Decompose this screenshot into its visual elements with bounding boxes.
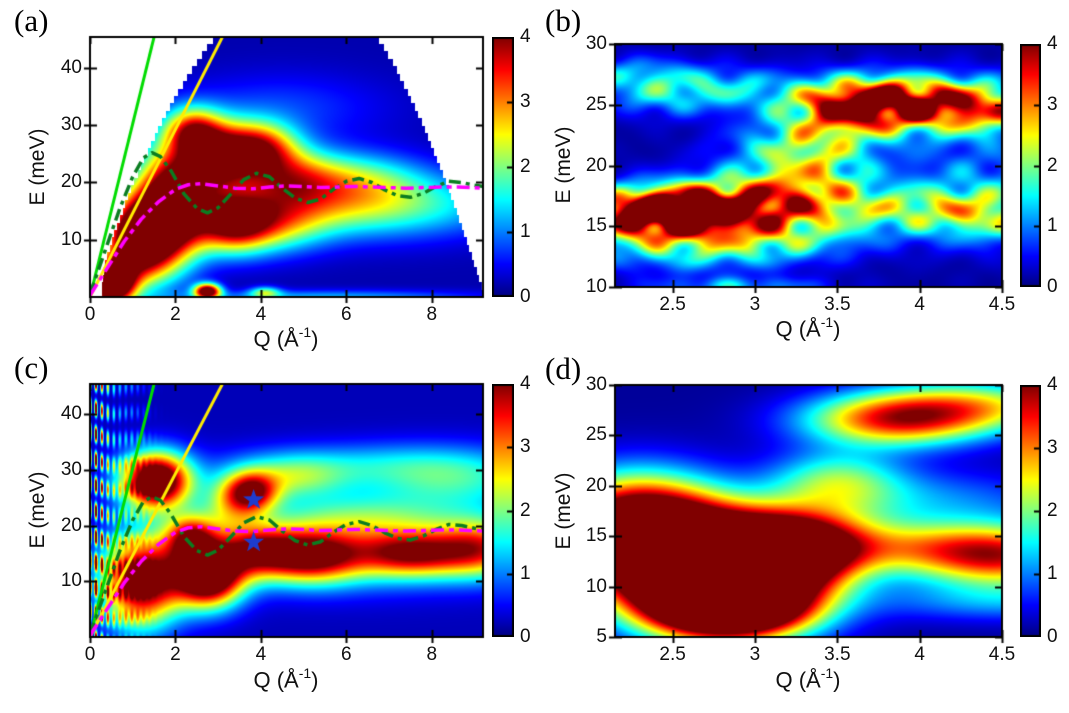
x-axis-label-close: )	[311, 667, 319, 693]
colorbar-tick-label-d: 4	[1047, 374, 1058, 395]
heatmap-panel-d	[599, 369, 1018, 653]
colorbar-tick-label-a: 0	[520, 286, 531, 307]
panel-label-d: (d)	[545, 351, 582, 386]
colorbar-tick-label-b: 1	[1047, 215, 1058, 237]
colorbar-tick-label-a: 2	[520, 156, 531, 177]
colorbar-tick-label-b: 0	[1047, 276, 1058, 297]
x-axis-label-text: Q (Å	[775, 667, 821, 693]
colorbar-tick-label-a: 4	[520, 26, 531, 47]
x-axis-label-sup: -1	[820, 314, 834, 330]
x-axis-label-a: Q (Å-1)	[206, 324, 366, 352]
colorbar-tick-label-d: 2	[1047, 500, 1058, 521]
y-tick-label-b: 15	[585, 215, 607, 237]
x-tick-label-d: 2.5	[659, 644, 686, 665]
colorbar-a	[492, 37, 514, 297]
panel-label-b: (b)	[545, 3, 582, 38]
x-tick-label-a: 0	[84, 304, 96, 325]
colorbar-d	[1020, 385, 1041, 637]
y-tick-label-b: 20	[585, 154, 607, 176]
x-tick-label-d: 4.5	[988, 644, 1016, 665]
y-tick-label-a: 40	[60, 56, 82, 78]
x-tick-label-c: 4	[255, 644, 267, 665]
colorbar-tick-label-c: 3	[520, 436, 531, 458]
x-axis-label-close: )	[833, 667, 841, 693]
x-tick-label-b: 3.5	[824, 294, 851, 315]
overlay-canvas-b	[599, 28, 1018, 303]
colorbar-tick-label-c: 1	[520, 562, 531, 584]
y-tick-label-c: 20	[60, 514, 82, 536]
colorbar-tick-label-d: 0	[1047, 626, 1058, 647]
colorbar-tick-label-d: 3	[1047, 437, 1058, 458]
x-tick-label-b: 4	[914, 294, 925, 315]
y-tick-label-a: 20	[60, 171, 82, 193]
y-tick-label-b: 10	[585, 276, 607, 297]
colorbar-tick-label-c: 2	[520, 499, 531, 521]
panel-label-a: (a)	[14, 3, 49, 38]
colorbar-tick-label-c: 4	[520, 373, 531, 394]
x-tick-label-a: 8	[426, 304, 438, 325]
heatmap-panel-a	[74, 21, 499, 313]
y-tick-label-d: 30	[585, 374, 607, 395]
colorbar-canvas-c	[492, 384, 514, 637]
x-axis-label-text: Q (Å	[775, 316, 821, 342]
y-tick-label-d: 15	[585, 525, 607, 547]
heatmap-panel-c	[74, 368, 499, 653]
colorbar-tick-label-b: 2	[1047, 154, 1058, 176]
x-tick-label-a: 6	[341, 304, 352, 325]
heatmap-panel-b	[599, 28, 1018, 303]
overlay-canvas-a	[74, 21, 499, 313]
y-tick-label-d: 10	[585, 575, 607, 597]
x-tick-label-a: 2	[170, 304, 181, 325]
colorbar-canvas-a	[492, 37, 514, 297]
x-tick-label-d: 4	[914, 644, 925, 665]
y-tick-label-d: 5	[596, 626, 607, 647]
y-tick-label-b: 30	[585, 33, 607, 54]
overlay-canvas-c	[74, 368, 499, 653]
y-tick-label-d: 20	[585, 474, 607, 496]
x-tick-label-b: 4.5	[988, 294, 1016, 315]
x-axis-label-text: Q (Å	[253, 667, 299, 693]
colorbar-canvas-b	[1020, 44, 1041, 287]
x-tick-label-a: 4	[255, 304, 267, 325]
colorbar-tick-label-d: 1	[1047, 563, 1058, 584]
x-tick-label-d: 3.5	[824, 644, 851, 665]
colorbar-tick-label-c: 0	[520, 626, 531, 647]
y-tick-label-c: 30	[60, 458, 82, 480]
colorbar-b	[1020, 44, 1041, 287]
x-axis-label-sup: -1	[820, 665, 834, 681]
x-tick-label-b: 3	[749, 294, 761, 315]
x-axis-label-b: Q (Å-1)	[728, 314, 888, 342]
x-axis-label-sup: -1	[298, 324, 312, 340]
y-tick-label-b: 25	[585, 93, 607, 115]
overlay-canvas-d	[599, 369, 1018, 653]
x-axis-label-close: )	[311, 326, 319, 352]
x-tick-label-c: 8	[426, 644, 438, 665]
y-tick-label-c: 10	[60, 570, 82, 592]
x-tick-label-c: 2	[170, 644, 181, 665]
x-axis-label-sup: -1	[298, 665, 312, 681]
x-axis-label-d: Q (Å-1)	[728, 665, 888, 693]
panel-label-c: (c)	[14, 350, 49, 385]
colorbar-tick-label-b: 3	[1047, 93, 1058, 115]
x-axis-label-close: )	[833, 316, 841, 342]
colorbar-c	[492, 384, 514, 637]
colorbar-canvas-d	[1020, 385, 1041, 637]
x-tick-label-c: 6	[341, 644, 352, 665]
y-tick-label-d: 25	[585, 424, 607, 446]
colorbar-tick-label-b: 4	[1047, 33, 1058, 54]
y-tick-label-c: 40	[60, 403, 82, 425]
x-tick-label-d: 3	[749, 644, 761, 665]
x-axis-label-text: Q (Å	[253, 326, 299, 352]
colorbar-tick-label-a: 3	[520, 91, 531, 112]
colorbar-tick-label-a: 1	[520, 221, 531, 242]
x-axis-label-c: Q (Å-1)	[206, 665, 366, 693]
y-tick-label-a: 10	[60, 228, 82, 250]
x-tick-label-c: 0	[84, 644, 96, 665]
y-axis-label-d: E (meV)	[552, 472, 575, 550]
y-tick-label-a: 30	[60, 114, 82, 136]
x-tick-label-b: 2.5	[659, 294, 686, 315]
